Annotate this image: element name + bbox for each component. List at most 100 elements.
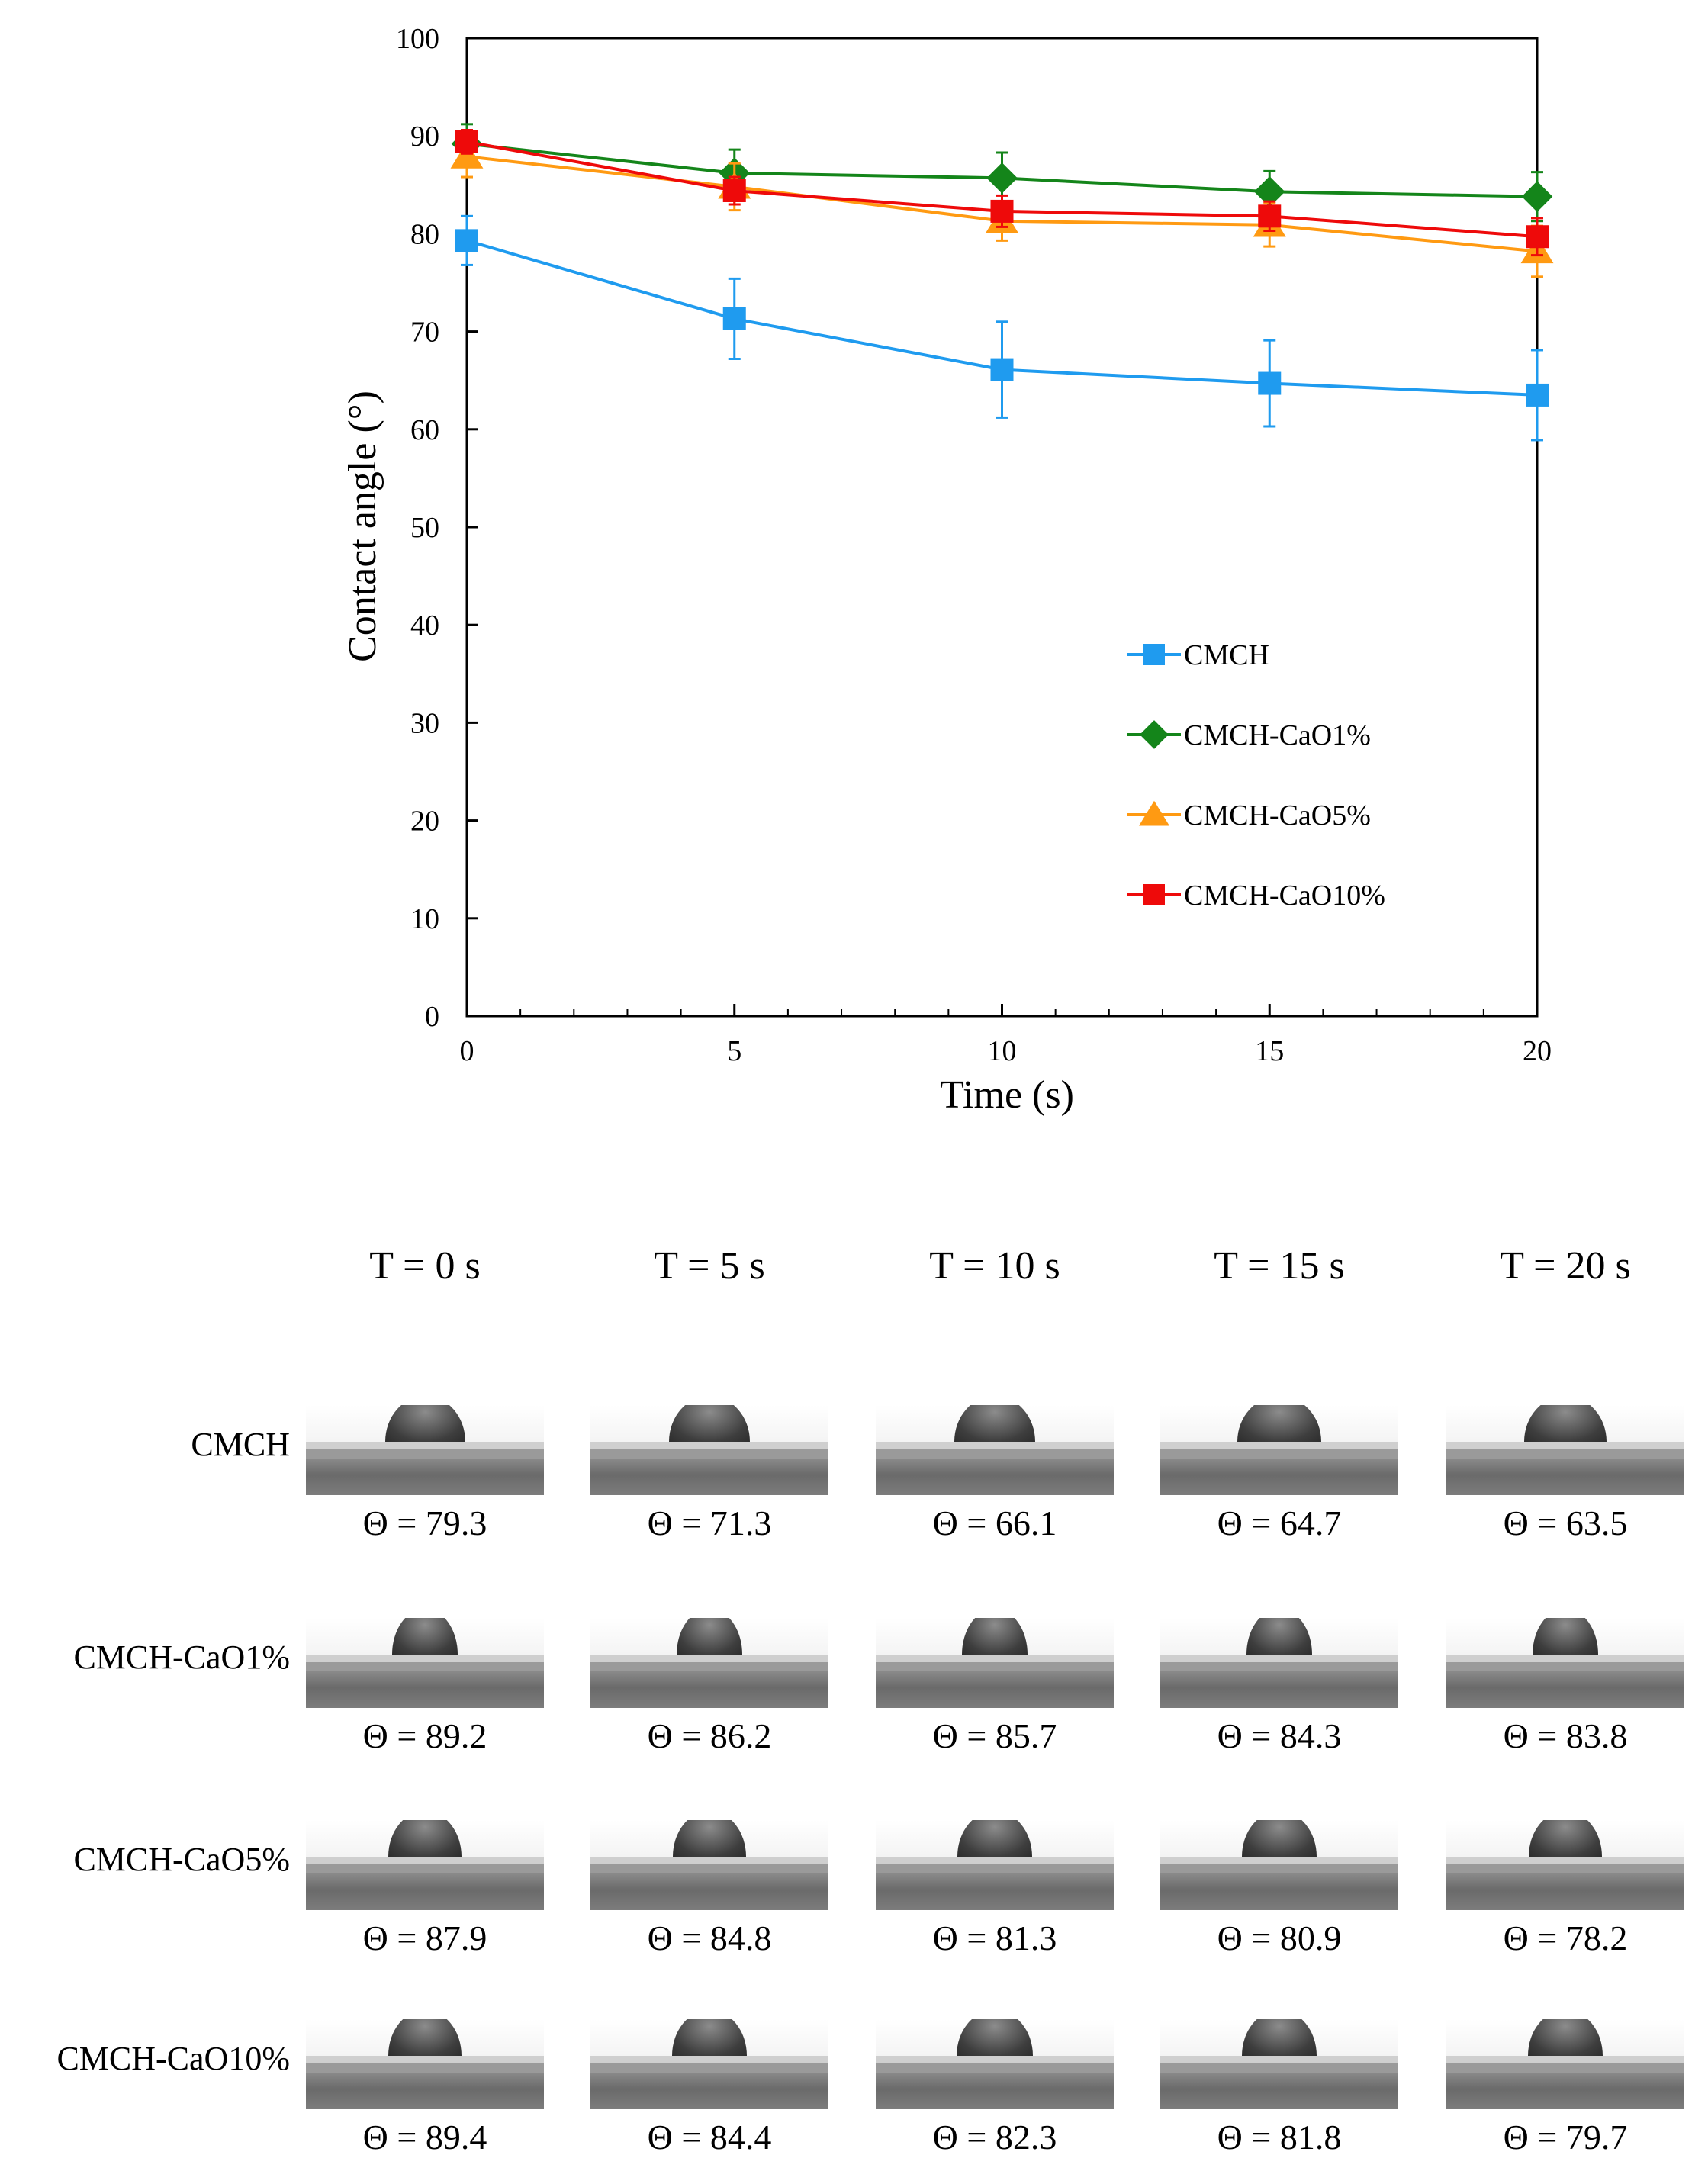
substrate-edge (876, 1864, 1114, 1873)
x-tick-label: 20 (1523, 1035, 1552, 1067)
substrate-surface (590, 1655, 828, 1662)
time-column-header: T = 10 s (929, 1244, 1060, 1288)
droplet-image (876, 1820, 1114, 1910)
substrate-surface (1446, 1442, 1684, 1449)
water-droplet (1529, 1820, 1602, 1857)
substrate-surface (306, 1655, 544, 1662)
y-tick-label: 10 (410, 903, 439, 935)
substrate-body (1446, 1671, 1684, 1708)
water-droplet (1533, 1618, 1598, 1655)
y-tick-label: 20 (410, 806, 439, 838)
contact-angle-value: Θ = 81.3 (932, 1919, 1057, 1957)
substrate-body (1160, 1873, 1398, 1910)
substrate-edge (876, 2063, 1114, 2073)
substrate-edge (1446, 1662, 1684, 1671)
substrate-body (876, 1671, 1114, 1708)
contact-angle-value: Θ = 80.9 (1217, 1919, 1342, 1957)
x-axis: 0 5 10 15 20 (460, 1004, 1552, 1067)
substrate-surface (1446, 2056, 1684, 2063)
legend-item: CMCH-CaO10% (1127, 880, 1385, 912)
series-layer (450, 123, 1554, 442)
droplet-image (590, 2019, 828, 2109)
droplet-image (590, 1820, 828, 1910)
contact-angle-value: Θ = 86.2 (647, 1716, 772, 1755)
droplet-image (1160, 1820, 1398, 1910)
water-droplet (957, 1820, 1032, 1857)
data-point-marker (1138, 800, 1170, 826)
droplet-image (876, 2019, 1114, 2109)
x-axis-title: Time (s) (940, 1073, 1074, 1117)
y-tick-label: 90 (410, 121, 439, 153)
contact-angle-value: Θ = 66.1 (932, 1504, 1057, 1542)
y-axis: 0 10 20 30 40 50 60 70 80 90 100 (396, 23, 478, 1033)
contact-angle-value: Θ = 64.7 (1217, 1504, 1342, 1542)
substrate-edge (1446, 1449, 1684, 1459)
y-tick-label: 60 (410, 414, 439, 446)
substrate-edge (1160, 1662, 1398, 1671)
x-tick-label: 5 (727, 1035, 741, 1067)
legend-label: CMCH-CaO5% (1184, 799, 1371, 831)
substrate-edge (1446, 2063, 1684, 2073)
data-point-marker (455, 130, 478, 153)
water-droplet (1242, 2019, 1317, 2056)
water-droplet (1242, 1820, 1317, 1857)
time-column-header: T = 5 s (654, 1244, 765, 1288)
contact-angle-value: Θ = 84.8 (647, 1919, 772, 1957)
substrate-edge (306, 1662, 544, 1671)
y-tick-label: 80 (410, 218, 439, 250)
data-point-marker (1521, 181, 1553, 212)
substrate-body (590, 1671, 828, 1708)
substrate-surface (306, 1442, 544, 1449)
droplet-image (1446, 1405, 1684, 1495)
y-tick-label: 30 (410, 707, 439, 739)
water-droplet (1528, 2019, 1603, 2056)
substrate-edge (1446, 1864, 1684, 1873)
water-droplet (962, 1618, 1028, 1655)
water-droplet (957, 2019, 1033, 2056)
droplet-image (306, 2019, 544, 2109)
data-point-marker (1258, 371, 1282, 395)
substrate-edge (590, 1864, 828, 1873)
water-droplet (669, 1405, 750, 1442)
substrate-surface (1160, 1655, 1398, 1662)
substrate-edge (306, 1449, 544, 1459)
substrate-surface (306, 1857, 544, 1864)
droplet-image (306, 1820, 544, 1910)
contact-angle-value: Θ = 71.3 (647, 1504, 772, 1542)
contact-angle-value: Θ = 78.2 (1503, 1919, 1628, 1957)
substrate-surface (876, 1857, 1114, 1864)
substrate-surface (590, 1442, 828, 1449)
legend-label: CMCH-CaO1% (1184, 719, 1371, 751)
water-droplet (1246, 1618, 1312, 1655)
substrate-edge (1160, 1449, 1398, 1459)
data-point-marker (986, 162, 1018, 194)
substrate-body (1446, 1873, 1684, 1910)
water-droplet (673, 1820, 746, 1857)
legend-label: CMCH (1184, 639, 1269, 671)
droplet-image (1446, 1820, 1684, 1910)
data-point-marker (1258, 204, 1282, 228)
droplet-image (876, 1618, 1114, 1708)
droplet-image (590, 1405, 828, 1495)
x-tick-label: 15 (1255, 1035, 1284, 1067)
contact-angle-value: Θ = 89.2 (362, 1716, 487, 1755)
substrate-surface (590, 2056, 828, 2063)
water-droplet (388, 1820, 462, 1857)
data-point-marker (990, 199, 1014, 223)
data-point-marker (1143, 884, 1165, 905)
y-tick-label: 0 (425, 1001, 439, 1033)
time-column-header: T = 15 s (1214, 1244, 1345, 1288)
contact-angle-value: Θ = 81.8 (1217, 2118, 1342, 2157)
contact-angle-value: Θ = 84.4 (647, 2118, 772, 2157)
droplet-image (1160, 1405, 1398, 1495)
data-point-marker (1143, 644, 1165, 665)
data-point-marker (722, 307, 746, 330)
substrate-body (1446, 2073, 1684, 2109)
legend-item: CMCH-CaO1% (1127, 719, 1371, 751)
substrate-surface (876, 1655, 1114, 1662)
time-column-header: T = 0 s (369, 1244, 481, 1288)
legend-label: CMCH-CaO10% (1184, 880, 1385, 912)
water-droplet (388, 2019, 462, 2056)
substrate-body (876, 1873, 1114, 1910)
y-axis-title: Contact angle (°) (341, 391, 384, 662)
